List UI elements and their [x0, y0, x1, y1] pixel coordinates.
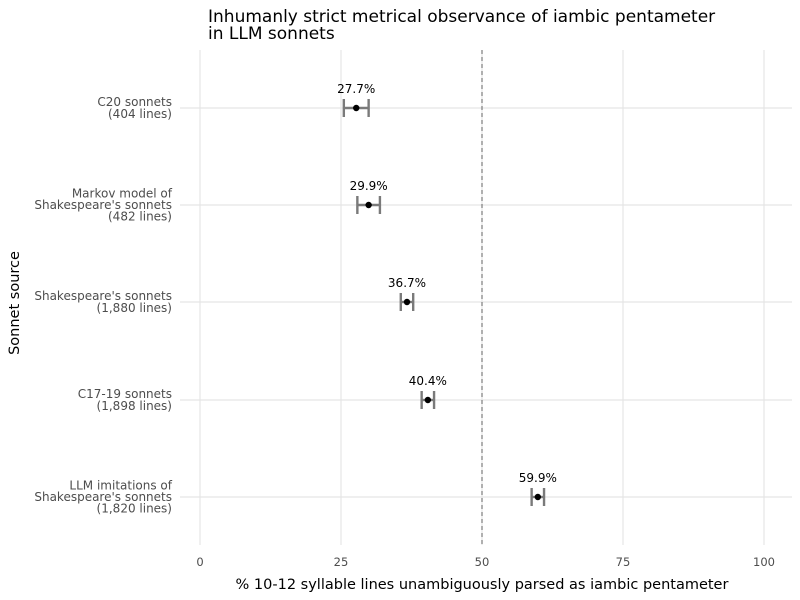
x-tick-label: 50 [475, 555, 490, 569]
x-tick-label: 75 [616, 555, 631, 569]
chart-title-line-1: Inhumanly strict metrical observance of … [208, 7, 715, 27]
y-category-label: Markov model of Shakespeare's sonnets (482… [34, 186, 172, 223]
grid-layer [180, 50, 792, 545]
y-category-label: LLM imitations of Shakespeare's sonnets (1… [34, 478, 172, 515]
y-category-label-line: C20 sonnets [97, 95, 172, 109]
data-label: 40.4% [409, 374, 447, 388]
y-category-label-line: Markov model of [72, 186, 173, 200]
y-category-label: C20 sonnets (404 lines) [97, 95, 172, 121]
chart-title-line-2: in LLM sonnets [208, 24, 335, 44]
y-category-label: Shakespeare's sonnets (1,880 lines) [34, 289, 172, 315]
y-category-label-line: Shakespeare's sonnets [34, 490, 172, 504]
y-category-label: C17-19 sonnets (1,898 lines) [78, 387, 172, 413]
y-category-label-line: (1,880 lines) [97, 301, 172, 315]
marks-layer: 27.7% 29.9% 36.7% 40.4% 59.9% [337, 82, 557, 506]
data-label: 36.7% [388, 276, 426, 290]
data-label: 59.9% [519, 471, 557, 485]
x-tick-label: 0 [196, 555, 203, 569]
data-point [403, 298, 411, 306]
data-point [424, 396, 432, 404]
x-tick-label: 100 [753, 555, 775, 569]
y-category-label-line: Shakespeare's sonnets [34, 198, 172, 212]
y-category-label-line: C17-19 sonnets [78, 387, 172, 401]
data-label: 29.9% [350, 179, 388, 193]
y-category-label-line: (1,898 lines) [97, 399, 172, 413]
x-tick-label: 25 [334, 555, 349, 569]
y-axis-title: Sonnet source [7, 251, 23, 355]
y-category-label-line: (482 lines) [108, 210, 172, 224]
data-point [353, 104, 360, 112]
x-axis-title: % 10-12 syllable lines unambiguously par… [236, 577, 729, 593]
y-category-label-line: LLM imitations of [69, 478, 172, 492]
y-category-label-line: (404 lines) [108, 107, 172, 121]
x-tick-labels: 0 25 50 75 100 [196, 555, 775, 569]
data-point [365, 201, 372, 209]
data-point [534, 493, 542, 501]
y-category-label-line: Shakespeare's sonnets [34, 289, 172, 303]
y-category-label-line: (1,820 lines) [97, 502, 172, 516]
y-category-labels: C20 sonnets (404 lines)Markov model of Sha… [34, 95, 172, 516]
data-label: 27.7% [337, 82, 375, 96]
